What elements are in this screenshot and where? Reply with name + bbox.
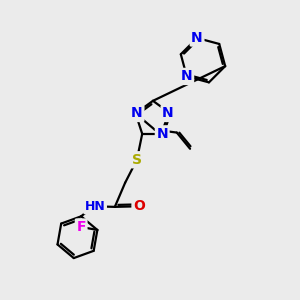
Text: F: F [76, 220, 86, 234]
Text: N: N [156, 127, 168, 141]
Text: N: N [131, 106, 143, 120]
Text: N: N [191, 31, 203, 45]
Text: HN: HN [85, 200, 106, 213]
Text: S: S [132, 153, 142, 167]
Text: N: N [181, 69, 193, 83]
Text: O: O [133, 199, 145, 213]
Text: N: N [162, 106, 174, 120]
